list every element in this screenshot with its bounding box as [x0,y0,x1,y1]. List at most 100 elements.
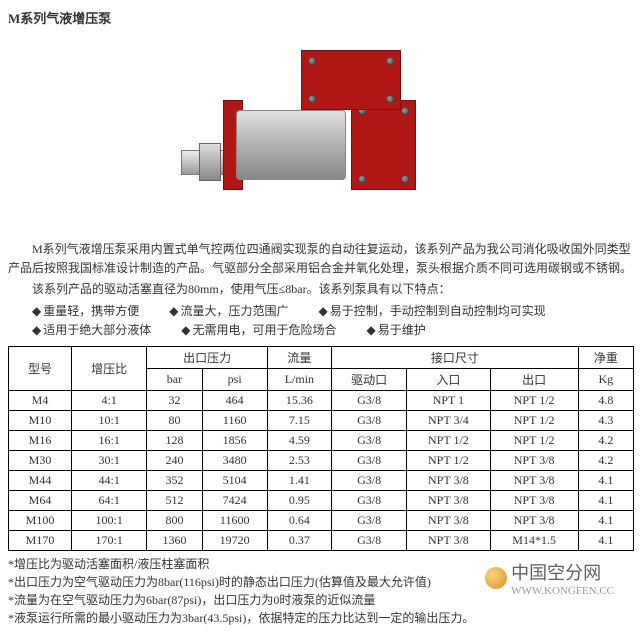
pump-nut [199,143,221,181]
table-cell: G3/8 [331,510,406,530]
table-cell: NPT 3/8 [407,530,490,550]
table-cell: 240 [147,450,202,470]
watermark-url: WWW.KONGFEN.CC [511,585,614,597]
th-psi: psi [202,368,267,390]
table-cell: M170 [9,530,72,550]
table-row: M1010:18011607.15G3/8NPT 3/4NPT 1/24.3 [9,410,634,430]
table-cell: M100 [9,510,72,530]
table-cell: 4.1 [578,490,633,510]
bullet: 易于维护 [367,321,426,340]
th-ports: 接口尺寸 [331,346,578,368]
description: M系列气液增压泵采用内置式单气控两位四通阀实现泵的自动往复运动，该系列产品为我公… [8,240,634,300]
table-cell: NPT 1/2 [490,430,578,450]
table-cell: 0.64 [267,510,331,530]
th-inlet: 入口 [407,368,490,390]
bullet-row-2: 适用于绝大部分液体 无需用电，可用于危险场合 易于维护 [32,321,634,340]
th-flow: 流量 [267,346,331,368]
table-cell: NPT 3/8 [407,470,490,490]
table-row: M44:13246415.36G3/8NPT 1NPT 1/24.8 [9,390,634,410]
table-cell: 1160 [202,410,267,430]
table-cell: 170:1 [72,530,147,550]
table-cell: 19720 [202,530,267,550]
table-cell: 800 [147,510,202,530]
table-cell: G3/8 [331,470,406,490]
table-cell: 4.2 [578,450,633,470]
table-cell: 11600 [202,510,267,530]
table-cell: 4.1 [578,470,633,490]
bullet: 流量大，压力范围广 [169,302,288,321]
page-title: M系列气液增压泵 [8,8,634,27]
bullet: 无需用电，可用于危险场合 [181,321,336,340]
th-drive: 驱动口 [331,368,406,390]
table-cell: 16:1 [72,430,147,450]
table-cell: G3/8 [331,530,406,550]
table-cell: 1856 [202,430,267,450]
table-cell: 4.2 [578,430,633,450]
table-cell: 4.8 [578,390,633,410]
table-cell: 4.1 [578,530,633,550]
table-row: M4444:135251041.41G3/8NPT 3/8NPT 3/84.1 [9,470,634,490]
bullet: 重量轻，携带方便 [32,302,139,321]
table-cell: 15.36 [267,390,331,410]
table-cell: 128 [147,430,202,450]
note: 液泵运行所需的最小驱动压力为3bar(43.5psi)，依据特定的压力比达到一定… [8,609,634,627]
table-row: M1616:112818564.59G3/8NPT 1/2NPT 1/24.2 [9,430,634,450]
table-body: M44:13246415.36G3/8NPT 1NPT 1/24.8M1010:… [9,390,634,550]
table-cell: NPT 3/8 [407,510,490,530]
table-cell: 5104 [202,470,267,490]
th-outlet: 出口 [490,368,578,390]
pump-cylinder [236,110,346,180]
table-cell: NPT 1 [407,390,490,410]
table-cell: 0.37 [267,530,331,550]
table-head: 型号 增压比 出口压力 流量 接口尺寸 净重 bar psi L/min 驱动口… [9,346,634,390]
table-cell: M14*1.5 [490,530,578,550]
table-row: M170170:11360197200.37G3/8NPT 3/8M14*1.5… [9,530,634,550]
table-cell: M30 [9,450,72,470]
table-cell: 80 [147,410,202,430]
table-cell: G3/8 [331,490,406,510]
table-cell: 352 [147,470,202,490]
table-cell: M16 [9,430,72,450]
desc-para-1: M系列气液增压泵采用内置式单气控两位四通阀实现泵的自动往复运动，该系列产品为我公… [8,240,634,278]
watermark: 中国空分网 WWW.KONGFEN.CC [485,559,614,597]
table-cell: NPT 3/8 [490,470,578,490]
table-cell: 1360 [147,530,202,550]
table-cell: NPT 1/2 [407,450,490,470]
th-bar: bar [147,368,202,390]
table-row: M6464:151274240.95G3/8NPT 3/8NPT 3/84.1 [9,490,634,510]
watermark-icon [485,567,507,589]
table-cell: 1.41 [267,470,331,490]
table-cell: NPT 3/8 [490,450,578,470]
table-cell: 7424 [202,490,267,510]
table-cell: 512 [147,490,202,510]
pump-red-top [301,50,401,110]
table-cell: M64 [9,490,72,510]
bullet: 易于控制，手动控制到自动控制均可实现 [319,302,546,321]
table-cell: 7.15 [267,410,331,430]
table-cell: M4 [9,390,72,410]
table-cell: G3/8 [331,410,406,430]
th-model: 型号 [9,346,72,390]
table-cell: G3/8 [331,450,406,470]
table-cell: 10:1 [72,410,147,430]
table-cell: 4.1 [578,510,633,530]
pump-red-right [351,100,416,190]
table-cell: 4.3 [578,410,633,430]
table-cell: 64:1 [72,490,147,510]
table-cell: 44:1 [72,470,147,490]
th-lmin: L/min [267,368,331,390]
table-cell: NPT 1/2 [490,390,578,410]
table-cell: M10 [9,410,72,430]
table-cell: G3/8 [331,430,406,450]
pump-illustration [181,45,461,225]
watermark-cn: 中国空分网 [511,559,614,585]
table-cell: NPT 3/8 [490,510,578,530]
page: { "title": "M系列气液增压泵", "paragraphs": [ "… [8,8,634,627]
table-cell: NPT 3/4 [407,410,490,430]
table-row: M100100:1800116000.64G3/8NPT 3/8NPT 3/84… [9,510,634,530]
table-cell: M44 [9,470,72,490]
desc-para-2: 该系列产品的驱动活塞直径为80mm，使用气压≤8bar。该系列泵具有以下特点： [8,280,634,299]
spec-table: 型号 增压比 出口压力 流量 接口尺寸 净重 bar psi L/min 驱动口… [8,346,634,551]
table-cell: 464 [202,390,267,410]
table-cell: G3/8 [331,390,406,410]
